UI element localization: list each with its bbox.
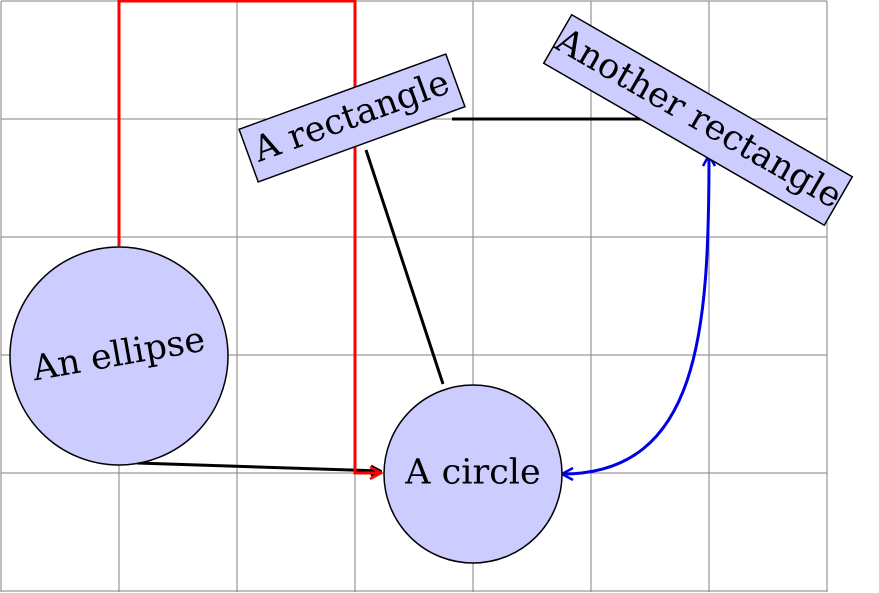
node-ellipse[interactable]: An ellipse [9,246,229,466]
edge-ellipse-to-circle-red [117,0,381,473]
edge-rectangle-to-circle [364,149,445,385]
node-rectangle[interactable]: A rectangle [238,53,466,183]
node-circle-label: A circle [404,453,540,493]
edges [117,0,709,474]
edge-circle-to-another-rectangle-blue [562,155,709,474]
node-circle[interactable]: A circle [383,384,563,564]
edge-ellipse-to-circle-arrow [136,461,381,471]
